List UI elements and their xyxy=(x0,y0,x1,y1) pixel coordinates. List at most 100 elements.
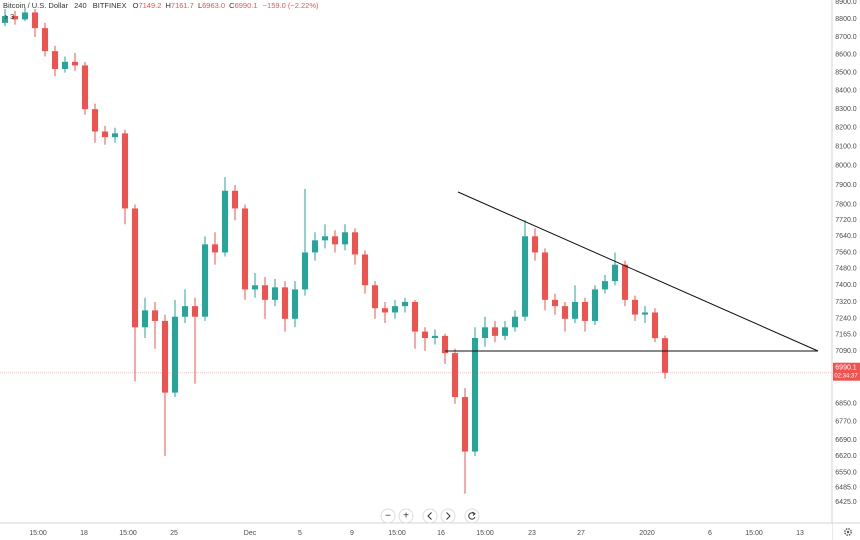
candle-body xyxy=(632,299,638,315)
ohlc-c-value: 6990.1 xyxy=(235,1,258,10)
x-tick-label: 5 xyxy=(298,530,302,537)
y-tick-label: 7090.0 xyxy=(835,348,857,355)
candle-body xyxy=(522,236,528,317)
x-tick-label: Dec xyxy=(244,530,257,537)
candle-body xyxy=(12,15,18,20)
candle-body xyxy=(282,287,288,319)
candle-body xyxy=(32,12,38,29)
y-tick-label: 8000.0 xyxy=(835,162,857,169)
ohlc-o-label: O xyxy=(133,1,139,10)
candle-body xyxy=(392,306,398,313)
y-tick-label: 8300.0 xyxy=(835,106,857,113)
chevron-icon xyxy=(4,14,8,20)
y-tick-label: 7900.0 xyxy=(835,182,857,189)
y-tick-label: 7640.0 xyxy=(835,233,857,240)
time-axis xyxy=(0,523,832,540)
candle-body xyxy=(512,316,518,328)
x-tick-label: 23 xyxy=(528,530,536,537)
candle-body xyxy=(582,301,588,321)
x-tick-label: 16 xyxy=(437,530,445,537)
candle-body xyxy=(402,301,408,307)
x-tick-label: 18 xyxy=(80,530,88,537)
candle-body xyxy=(312,240,318,253)
scroll-right-button[interactable] xyxy=(440,508,456,524)
candle-body xyxy=(662,338,668,373)
x-tick-label: 15:00 xyxy=(119,530,137,537)
candle-body xyxy=(432,335,438,339)
candle-body xyxy=(592,289,598,321)
candle-body xyxy=(82,65,88,110)
y-tick-label: 7165.0 xyxy=(835,332,857,339)
candle-body xyxy=(192,306,198,317)
trend-line xyxy=(457,191,819,352)
x-tick-label: 15:00 xyxy=(29,530,47,537)
candle-body xyxy=(212,244,218,253)
y-tick-label: 7240.0 xyxy=(835,316,857,323)
zoom-out-button[interactable]: − xyxy=(380,508,396,524)
indicators-toggle[interactable]: 3 xyxy=(4,12,14,21)
candle-body xyxy=(232,190,238,209)
zoom-in-button[interactable]: + xyxy=(398,508,414,524)
x-tick-label: 15:00 xyxy=(745,530,763,537)
candle-body xyxy=(132,208,138,328)
candle-body xyxy=(252,285,258,290)
y-tick-label: 7480.0 xyxy=(835,266,857,273)
candle-body xyxy=(172,316,178,393)
y-tick-label: 6690.0 xyxy=(835,437,857,444)
y-tick-label: 6850.0 xyxy=(835,401,857,408)
symbol-title: Bitcoin / U.S. Dollar xyxy=(3,1,69,10)
y-tick-label: 7720.0 xyxy=(835,217,857,224)
candle-body xyxy=(102,131,108,138)
ohlc-c-label: C xyxy=(229,1,235,10)
candle-body xyxy=(472,338,478,452)
x-tick-label: 27 xyxy=(577,530,585,537)
y-tick-label: 8800.0 xyxy=(835,16,857,23)
ohlc-h-value: 7161.7 xyxy=(171,1,194,10)
ohlc-l-label: L xyxy=(198,1,202,10)
x-tick-label: 9 xyxy=(350,530,354,537)
candle-body xyxy=(22,12,28,20)
candle-body xyxy=(382,308,388,313)
x-tick-label: 2020 xyxy=(639,530,655,537)
scroll-left-button[interactable] xyxy=(422,508,438,524)
x-tick-label: 25 xyxy=(170,530,178,537)
candle-body xyxy=(262,285,268,300)
candle-body xyxy=(642,312,648,315)
y-tick-label: 8900.0 xyxy=(835,0,857,6)
ohlc-l-value: 6963.0 xyxy=(202,1,225,10)
header: Bitcoin / U.S. Dollar 240 BITFINEX O7149… xyxy=(3,1,319,10)
svg-text:−: − xyxy=(385,511,391,522)
axes: 8900.0 8800.0 8700.0 8600.0 8500.0 8400.0 8300… xyxy=(29,0,860,537)
candle-body xyxy=(332,236,338,245)
candle-body xyxy=(162,320,168,393)
candle-body xyxy=(602,281,608,290)
candle-body xyxy=(362,254,368,286)
x-tick-label: 13 xyxy=(796,530,804,537)
candle-body xyxy=(242,208,248,290)
plot-area xyxy=(0,7,832,494)
candle-body xyxy=(612,264,618,282)
y-tick-label: 7400.0 xyxy=(835,282,857,289)
candle-body xyxy=(62,61,68,70)
interval: 240 xyxy=(74,1,87,10)
y-tick-label: 7320.0 xyxy=(835,299,857,306)
exchange: BITFINEX xyxy=(93,1,127,10)
candle-body xyxy=(572,301,578,319)
y-tick-label: 6620.0 xyxy=(835,453,857,460)
y-tick-label: 6485.0 xyxy=(835,485,857,492)
reset-button[interactable] xyxy=(464,508,480,524)
candle-body xyxy=(72,61,78,66)
candle-body xyxy=(652,312,658,339)
settings-button[interactable] xyxy=(844,528,852,536)
candle-body xyxy=(412,301,418,332)
y-tick-label: 7560.0 xyxy=(835,249,857,256)
candle-body xyxy=(482,327,488,339)
y-tick-label: 8400.0 xyxy=(835,88,857,95)
y-tick-label: 8600.0 xyxy=(835,52,857,59)
y-tick-label: 6550.0 xyxy=(835,469,857,476)
candle-body xyxy=(122,133,128,209)
svg-text:+: + xyxy=(403,511,409,522)
candle-body xyxy=(302,252,308,290)
candle-body xyxy=(352,232,358,255)
